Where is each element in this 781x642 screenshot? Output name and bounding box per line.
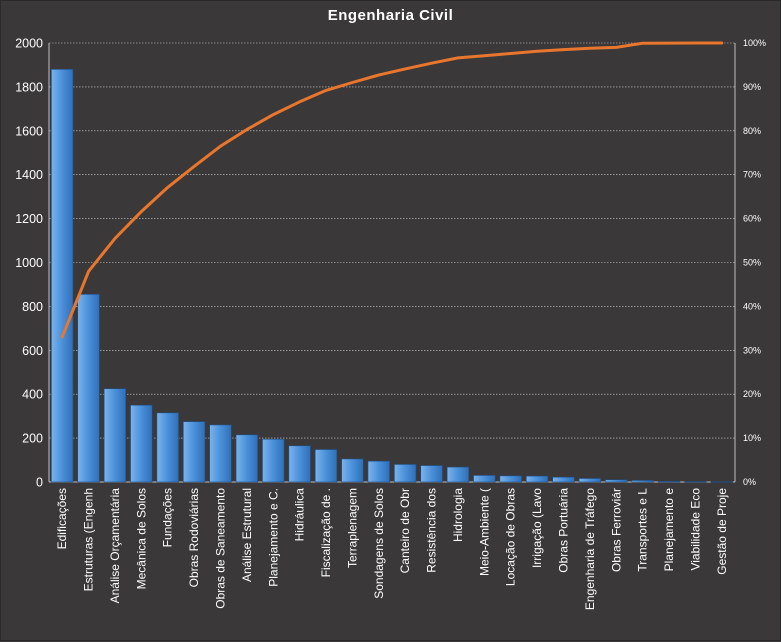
bar (156, 412, 179, 483)
y-tick-label: 0 (36, 476, 43, 490)
y2-tick-label: 10% (743, 433, 761, 443)
cumulative-line (60, 41, 724, 339)
bar (288, 445, 311, 483)
x-tick-label: Mecânica de Solos (134, 488, 148, 589)
y-tick-label: 1000 (15, 256, 43, 270)
y2-tick-label: 50% (743, 258, 761, 268)
y-tick-label: 600 (22, 344, 43, 358)
x-tick-label: Estruturas (Engenh (82, 488, 96, 591)
x-tick-label: Sondagens de Solos (372, 488, 386, 599)
bar (130, 404, 153, 483)
x-tick-label: Planejamento e (662, 488, 676, 572)
x-tick-label: Obras Ferroviár (609, 488, 623, 572)
bar (77, 294, 100, 483)
bar (657, 481, 681, 483)
y-tick-label: 1400 (15, 168, 43, 182)
bar (103, 388, 127, 483)
x-tick-label: Análise Orçamentária (108, 488, 122, 604)
bar (605, 479, 628, 483)
bar (710, 481, 733, 483)
bar (578, 478, 602, 483)
bar (525, 475, 549, 483)
x-tick-label: Obras Portuária (557, 488, 571, 573)
x-tick-label: Fundações (161, 488, 175, 547)
y2-tick-label: 60% (743, 214, 761, 224)
x-tick-label: Edificações (55, 488, 69, 549)
x-tick-label: Canteiro de Obr (398, 488, 412, 573)
bar (394, 464, 417, 483)
y2-tick-label: 80% (743, 126, 761, 136)
bar (631, 480, 654, 483)
bar (51, 69, 74, 483)
bar (367, 460, 390, 483)
y2-tick-label: 30% (743, 345, 761, 355)
y2-tick-label: 20% (743, 389, 761, 399)
bar (314, 449, 338, 483)
x-tick-label: Meio-Ambiente ( (477, 488, 491, 576)
x-tick-label: Engenharia de Tráfego (583, 488, 597, 610)
y2-tick-label: 100% (743, 38, 766, 48)
bar (684, 481, 707, 483)
bar (341, 458, 364, 483)
x-tick-label: Fiscalização de . (319, 488, 333, 577)
x-tick-label: Transportes e L (636, 488, 650, 572)
bar (420, 465, 443, 483)
y-tick-label: 2000 (15, 37, 43, 51)
x-tick-label: Análise Estrutural (240, 488, 254, 582)
y-tick-label: 1600 (15, 124, 43, 138)
x-tick-label: Obras de Saneamento (214, 488, 228, 609)
bar (262, 438, 285, 483)
x-tick-label: Hidráulica (293, 488, 307, 542)
x-tick-label: Planejamento e C. (266, 488, 280, 587)
bar (209, 424, 232, 483)
y-tick-label: 1800 (15, 80, 43, 94)
x-tick-label: Viabilidade Eco (688, 488, 702, 571)
y2-tick-label: 40% (743, 301, 761, 311)
x-tick-label: Locação de Obras (504, 488, 518, 586)
bar (499, 475, 522, 483)
x-tick-label: Obras Rodoviárias (187, 488, 201, 587)
y2-tick-label: 90% (743, 82, 761, 92)
bar (235, 434, 259, 483)
x-tick-label: Resistência dos (425, 488, 439, 573)
chart-title: Engenharia Civil (327, 7, 454, 24)
x-tick-label: Hidrologia (451, 488, 465, 542)
bar (473, 475, 496, 483)
y2-tick-label: 0% (743, 477, 756, 487)
x-tick-label: Gestão de Proje (715, 488, 729, 575)
y2-tick-label: 70% (743, 170, 761, 180)
bar (552, 476, 575, 483)
bar (182, 421, 206, 483)
y-tick-label: 400 (22, 388, 43, 402)
y-tick-label: 1200 (15, 212, 43, 226)
y-tick-label: 200 (22, 432, 43, 446)
x-tick-label: Irrigação (Lavo (530, 488, 544, 568)
y-tick-label: 800 (22, 300, 43, 314)
bar (446, 466, 470, 483)
x-tick-label: Terraplenagem (345, 488, 359, 568)
